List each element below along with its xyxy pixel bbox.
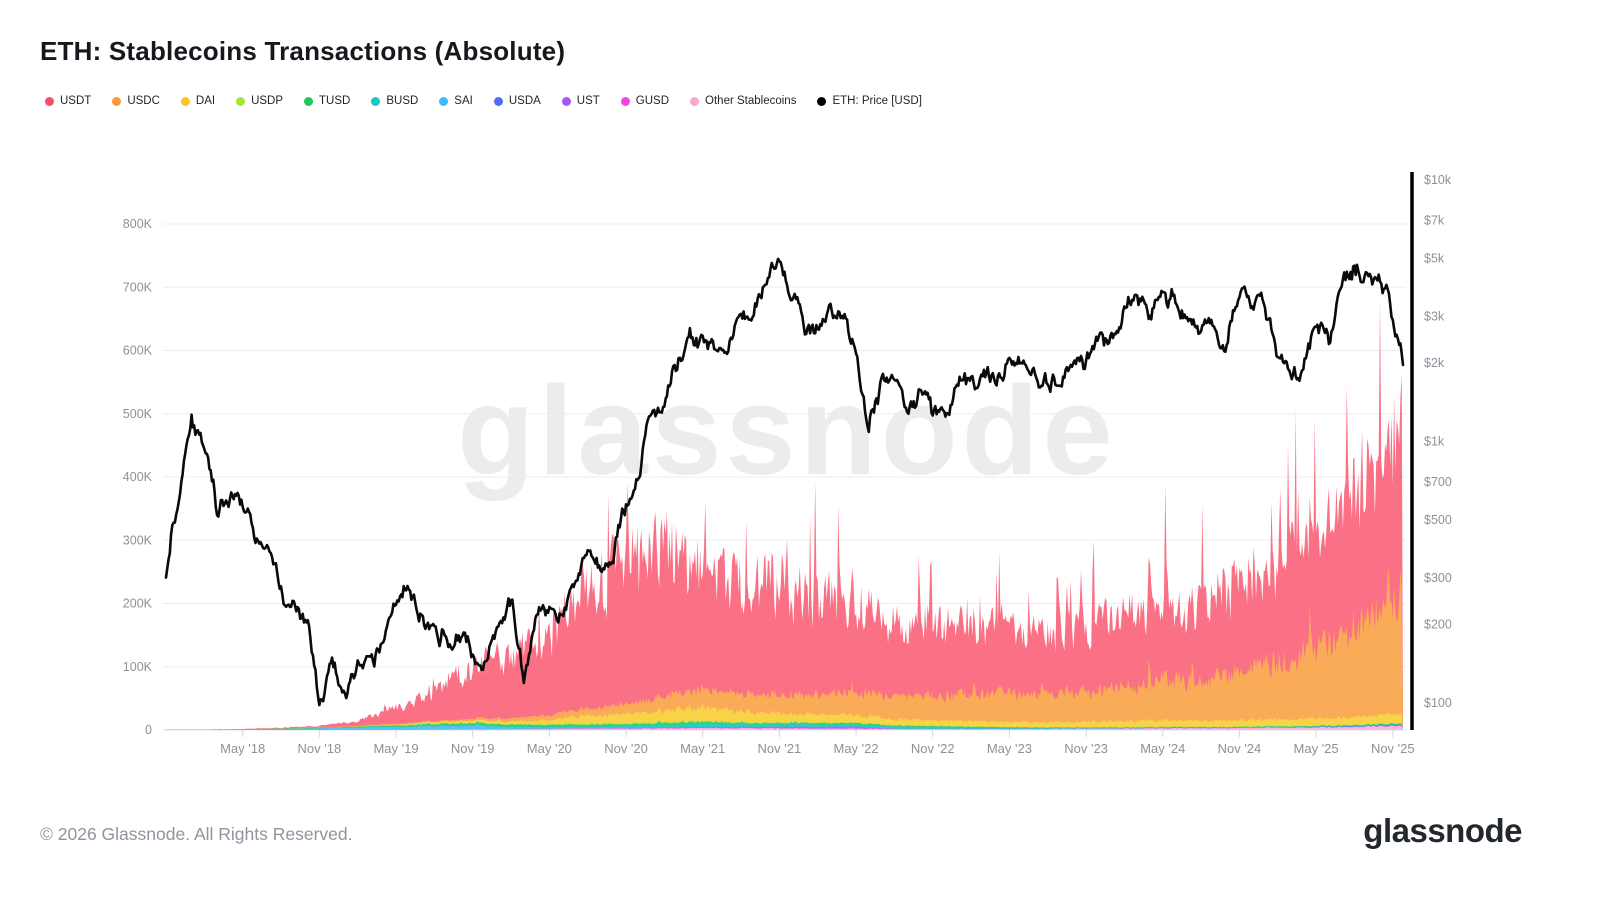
legend-item-gusd[interactable]: GUSD bbox=[620, 95, 670, 107]
legend-item-usdt[interactable]: USDT bbox=[45, 95, 91, 107]
chart-canvas[interactable]: 0 100K 200K 300K 400K 500K 600K 700K 800K glassno… bbox=[0, 0, 1600, 790]
legend-swatch-icon bbox=[620, 96, 630, 106]
right-axis-tick-label: $100 bbox=[1424, 696, 1452, 710]
area-other-stablecoins bbox=[166, 725, 1403, 730]
x-axis-tick-label: Nov '23 bbox=[1064, 741, 1108, 756]
right-axis-tick-label: $3k bbox=[1424, 310, 1445, 324]
legend-swatch-icon bbox=[371, 96, 381, 106]
x-axis-tick-label: Nov '19 bbox=[451, 741, 495, 756]
right-axis-tick-label: $7k bbox=[1424, 214, 1445, 228]
area-usdc bbox=[166, 568, 1403, 730]
x-axis-tick-label: May '22 bbox=[833, 741, 878, 756]
legend-label: USDP bbox=[251, 95, 284, 107]
x-axis-tick-label: May '23 bbox=[987, 741, 1032, 756]
x-axis-tick-label: May '21 bbox=[680, 741, 725, 756]
legend-label: DAI bbox=[195, 95, 216, 107]
chart-legend: USDT USDC DAI USDP TUSD BUSD SAI USDA UST GUSD Oth… bbox=[45, 95, 922, 107]
right-axis-tick-label: $1k bbox=[1424, 435, 1445, 449]
legend-label: SAI bbox=[454, 95, 473, 107]
right-axis-tick-label: $2k bbox=[1424, 356, 1445, 370]
left-axis-tick-label: 200K bbox=[123, 597, 153, 611]
left-axis-tick-label: 100K bbox=[123, 660, 153, 674]
right-axis-tick-label: $10k bbox=[1424, 173, 1452, 187]
legend-label: TUSD bbox=[319, 95, 351, 107]
legend-label: USDC bbox=[127, 95, 160, 107]
legend-item-sai[interactable]: SAI bbox=[439, 95, 473, 107]
legend-swatch-icon bbox=[817, 96, 827, 106]
copyright-text: © 2026 Glassnode. All Rights Reserved. bbox=[40, 824, 353, 844]
x-axis-tick-label: Nov '20 bbox=[604, 741, 648, 756]
legend-item-other-stablecoins[interactable]: Other Stablecoins bbox=[690, 95, 796, 107]
page-title: ETH: Stablecoins Transactions (Absolute) bbox=[40, 36, 566, 66]
x-axis-tick-label: Nov '21 bbox=[758, 741, 802, 756]
right-axis-tick-label: $5k bbox=[1424, 252, 1445, 266]
eth-price-line bbox=[164, 257, 1405, 707]
legend-item-usdp[interactable]: USDP bbox=[236, 95, 283, 107]
stacked-areas bbox=[166, 299, 1403, 730]
right-axis-tick-label: $200 bbox=[1424, 617, 1452, 631]
legend-item-usdc[interactable]: USDC bbox=[112, 95, 160, 107]
legend-item-eth-price-usd-[interactable]: ETH: Price [USD] bbox=[817, 95, 922, 107]
legend-swatch-icon bbox=[236, 96, 246, 106]
legend-label: GUSD bbox=[635, 95, 670, 107]
legend-swatch-icon bbox=[180, 96, 190, 106]
x-axis-tick-label: May '24 bbox=[1140, 741, 1185, 756]
legend-label: Other Stablecoins bbox=[705, 95, 797, 107]
x-axis-tick-label: May '20 bbox=[527, 741, 572, 756]
legend-swatch-icon bbox=[112, 96, 122, 106]
x-axis-tick-label: May '18 bbox=[220, 741, 265, 756]
glassnode-logo: glassnode bbox=[1363, 812, 1522, 849]
right-axis-tick-label: $300 bbox=[1424, 571, 1452, 585]
legend-label: UST bbox=[576, 95, 600, 107]
left-axis-tick-label: 300K bbox=[123, 533, 153, 547]
left-axis-tick-label: 0 bbox=[145, 723, 152, 737]
area-usdt bbox=[166, 299, 1403, 730]
legend-label: USDA bbox=[508, 95, 541, 107]
left-axis-tick-label: 700K bbox=[123, 280, 153, 294]
legend-item-busd[interactable]: BUSD bbox=[371, 95, 418, 107]
left-axis-tick-label: 600K bbox=[123, 344, 153, 358]
legend-label: BUSD bbox=[386, 95, 419, 107]
right-axis-tick-label: $700 bbox=[1424, 475, 1452, 489]
legend-swatch-icon bbox=[304, 96, 314, 106]
legend-item-ust[interactable]: UST bbox=[561, 95, 600, 107]
x-axis-tick-label: Nov '24 bbox=[1218, 741, 1262, 756]
watermark: glassnode bbox=[457, 360, 1116, 501]
legend-swatch-icon bbox=[493, 96, 503, 106]
legend-item-dai[interactable]: DAI bbox=[180, 95, 216, 107]
x-axis-tick-label: Nov '18 bbox=[298, 741, 342, 756]
right-axis-tick-label: $500 bbox=[1424, 513, 1452, 527]
legend-swatch-icon bbox=[561, 96, 571, 106]
left-axis-tick-label: 400K bbox=[123, 470, 153, 484]
left-axis-tick-label: 500K bbox=[123, 407, 153, 421]
legend-swatch-icon bbox=[45, 96, 54, 106]
legend-swatch-icon bbox=[439, 96, 449, 106]
x-axis-tick-label: Nov '22 bbox=[911, 741, 955, 756]
x-axis-tick-label: May '25 bbox=[1294, 741, 1339, 756]
legend-label: USDT bbox=[60, 95, 92, 107]
legend-swatch-icon bbox=[690, 96, 700, 106]
area-sai bbox=[166, 723, 1403, 730]
legend-label: ETH: Price [USD] bbox=[832, 95, 922, 107]
left-axis-tick-label: 800K bbox=[123, 217, 153, 231]
legend-item-usda[interactable]: USDA bbox=[493, 95, 541, 107]
legend-item-tusd[interactable]: TUSD bbox=[304, 95, 350, 107]
x-axis-tick-label: May '19 bbox=[373, 741, 418, 756]
x-axis-tick-label: Nov '25 bbox=[1371, 741, 1415, 756]
